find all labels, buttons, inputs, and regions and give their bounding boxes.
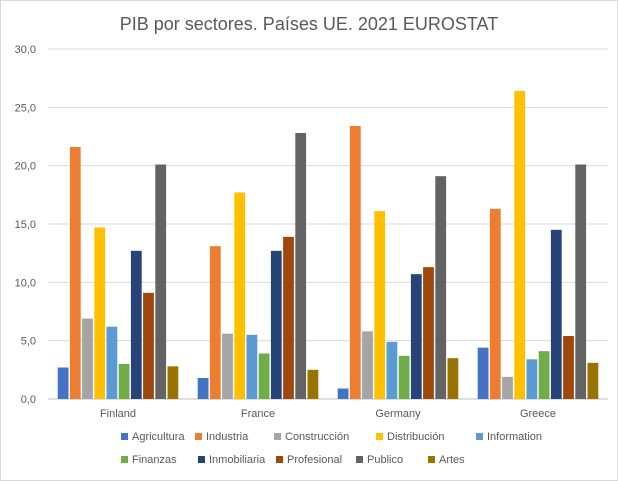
category-label: Greece	[520, 408, 556, 420]
bar-construcción-greece	[502, 376, 513, 399]
category-label: France	[241, 408, 275, 420]
legend-swatch-artes	[428, 456, 435, 463]
bar-industria-finland	[69, 147, 81, 399]
bar-finanzas-greece	[538, 351, 550, 399]
bar-distribución-germany	[374, 211, 386, 399]
bar-inmobiliaria-finland	[130, 250, 142, 399]
bar-agricultura-germany	[337, 388, 349, 399]
bar-information-finland	[106, 326, 118, 399]
bar-finanzas-germany	[398, 355, 410, 399]
bar-construcción-france	[222, 333, 233, 399]
bar-publico-germany	[435, 176, 447, 399]
legend-label-construcción: Construcción	[285, 431, 349, 443]
bar-industria-greece	[489, 208, 501, 399]
legend-swatch-information	[476, 433, 483, 440]
bar-inmobiliaria-france	[270, 250, 282, 399]
bar-artes-greece	[587, 362, 599, 399]
bar-publico-france	[295, 133, 307, 399]
legend-label-agricultura: Agricultura	[132, 431, 185, 443]
bar-agricultura-france	[197, 378, 209, 399]
bar-information-germany	[386, 341, 398, 399]
bar-industria-germany	[349, 126, 361, 399]
legend-label-artes: Artes	[439, 454, 465, 466]
category-label: Finland	[100, 408, 136, 420]
chart-title: PIB por sectores. Países UE. 2021 EUROST…	[120, 14, 498, 34]
bar-industria-france	[209, 246, 221, 399]
x-axis-category-labels: Finland France Germany Greece	[100, 408, 556, 420]
bar-profesional-germany	[423, 267, 434, 399]
legend: Agricultura Industria Construcción Distribu…	[121, 431, 542, 466]
legend-label-finanzas: Finanzas	[132, 454, 177, 466]
bar-inmobiliaria-germany	[410, 274, 422, 399]
bar-agricultura-greece	[477, 347, 489, 399]
bar-inmobiliaria-greece	[550, 229, 562, 399]
bar-profesional-france	[283, 236, 294, 399]
bar-distribución-greece	[514, 91, 526, 399]
y-tick-label: 20,0	[15, 161, 36, 173]
bar-information-france	[246, 334, 258, 399]
y-tick-label: 30,0	[15, 44, 36, 56]
bar-artes-germany	[447, 358, 459, 399]
bar-publico-finland	[155, 164, 167, 399]
y-axis-tick-labels: 0,0 5,0 10,0 15,0 20,0 25,0 30,0	[15, 44, 36, 406]
y-tick-label: 25,0	[15, 102, 36, 114]
legend-label-profesional: Profesional	[287, 454, 342, 466]
legend-swatch-industria	[195, 433, 202, 440]
legend-label-industria: Industria	[206, 431, 249, 443]
bar-agricultura-finland	[57, 367, 69, 399]
legend-swatch-publico	[356, 456, 363, 463]
legend-swatch-agricultura	[121, 433, 128, 440]
legend-swatch-profesional	[276, 456, 283, 463]
bar-construcción-germany	[362, 331, 373, 399]
bar-artes-france	[307, 369, 319, 399]
legend-label-inmobiliaria: Inmobiliaria	[209, 454, 266, 466]
bar-information-greece	[526, 359, 538, 399]
bar-distribución-finland	[94, 227, 106, 399]
bar-profesional-greece	[563, 336, 574, 399]
y-tick-label: 5,0	[21, 336, 36, 348]
legend-swatch-construcción	[274, 433, 281, 440]
y-tick-label: 10,0	[15, 277, 36, 289]
legend-swatch-distribución	[376, 433, 383, 440]
legend-swatch-inmobiliaria	[198, 456, 205, 463]
y-tick-label: 15,0	[15, 219, 36, 231]
legend-label-distribución: Distribución	[387, 431, 444, 443]
bar-artes-finland	[167, 366, 179, 399]
legend-label-information: Information	[487, 431, 542, 443]
y-tick-label: 0,0	[21, 394, 36, 406]
bar-construcción-finland	[82, 318, 93, 399]
legend-swatch-finanzas	[121, 456, 128, 463]
bar-profesional-finland	[143, 292, 154, 399]
category-label: Germany	[375, 408, 421, 420]
bar-distribución-france	[234, 192, 246, 399]
bar-publico-greece	[575, 164, 587, 399]
legend-label-publico: Publico	[367, 454, 403, 466]
bar-finanzas-france	[258, 353, 270, 399]
bar-finanzas-finland	[118, 364, 130, 399]
bars	[57, 91, 599, 399]
